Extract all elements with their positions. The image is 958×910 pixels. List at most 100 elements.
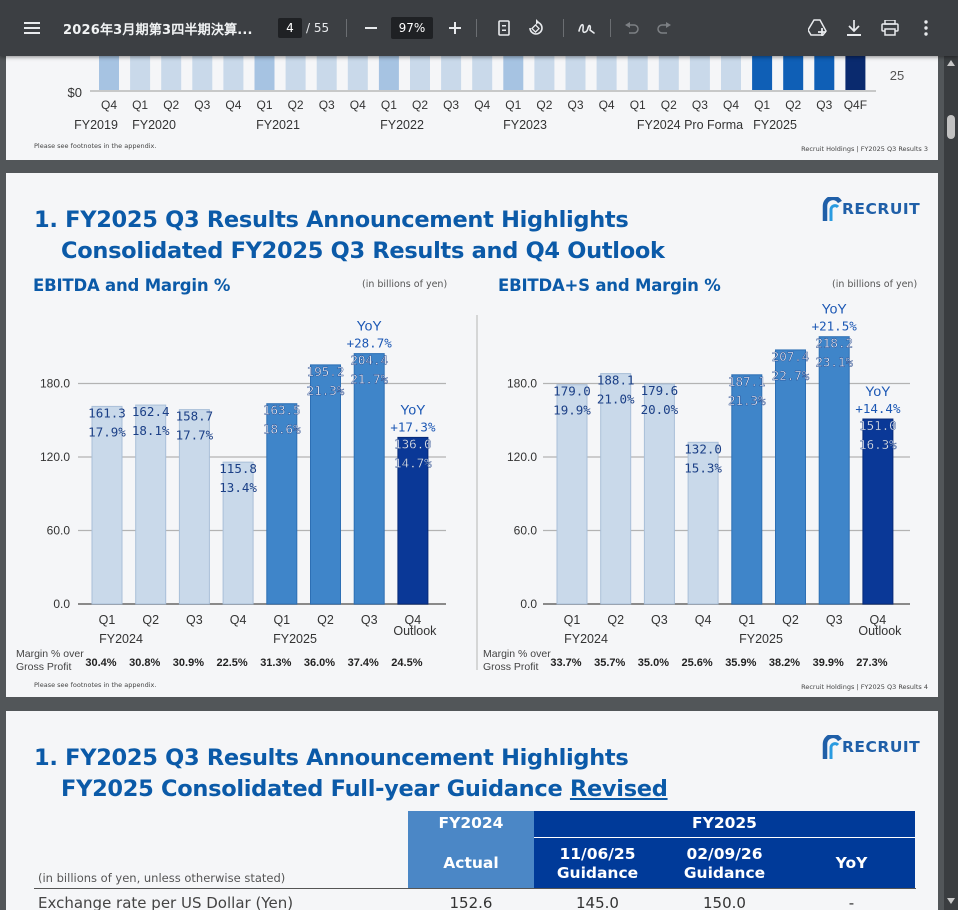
- bar-margin-label: 18.6%: [263, 422, 301, 437]
- gross-margin-value: 33.7%: [550, 657, 581, 669]
- bar-value-label: 218.2: [815, 336, 853, 351]
- quarter-tick-label: Q1: [505, 98, 521, 112]
- bar-value-label: 204.4: [350, 353, 388, 368]
- page4-footnote: Please see footnotes in the appendix.: [34, 681, 157, 689]
- y-tick-label: 0.0: [53, 597, 70, 611]
- gross-margin-value: 24.5%: [391, 657, 422, 669]
- page-total: / 55: [306, 21, 330, 35]
- bar: [135, 404, 167, 605]
- gross-margin-value: 30.9%: [173, 657, 204, 669]
- bar: [222, 461, 254, 605]
- recruit-logo-mark: [822, 197, 842, 221]
- bar-margin-label: 20.0%: [641, 402, 679, 417]
- fy2025-header-bg: [534, 811, 915, 888]
- bar-value-label: 187.1: [728, 374, 766, 389]
- bar: [192, 56, 213, 90]
- bar: [91, 405, 123, 605]
- chart-title-ebitda: EBITDA and Margin %: [33, 276, 231, 295]
- page4-charts: 0.0 60.0 120.0 180.0 161.3 17.9% Q1 30.4% 162.4 1…: [16, 301, 910, 673]
- bar-value-label: 188.1: [597, 373, 635, 388]
- bar: [310, 364, 341, 605]
- bar-margin-label: 19.9%: [553, 403, 591, 418]
- bar: [503, 56, 524, 90]
- recruit-logo: RECRUIT: [822, 197, 920, 221]
- bar-value-label: 195.2: [307, 364, 345, 379]
- vertical-scrollbar[interactable]: [944, 56, 958, 910]
- quarter-tick-label: Q2: [661, 98, 677, 112]
- bar: [689, 56, 710, 90]
- bar: [472, 56, 493, 90]
- bar-value-label: 132.0: [684, 441, 722, 456]
- scrollbar-thumb[interactable]: [947, 115, 955, 139]
- redo-icon[interactable]: [650, 14, 678, 42]
- more-icon[interactable]: [912, 14, 940, 42]
- undo-icon[interactable]: [618, 14, 646, 42]
- bar: [347, 56, 368, 90]
- scroll-down-arrow-icon[interactable]: [947, 898, 955, 904]
- category-tick-label: Q4: [870, 613, 887, 627]
- right-value-label: 25: [890, 68, 904, 83]
- title-text: FY2025 Consolidated Full-year Guidance: [61, 776, 570, 802]
- pdf-page-4: 1. FY2025 Q3 Results Announcement Highli…: [6, 173, 938, 697]
- download-icon[interactable]: [840, 14, 868, 42]
- bar: [687, 441, 719, 605]
- outlook-label: Outlook: [393, 624, 437, 638]
- yoy-value: +17.3%: [390, 419, 436, 434]
- bar-value-label: 179.0: [553, 384, 591, 399]
- fiscal-year-label: FY2024 Pro Forma: [637, 118, 743, 132]
- bar: [775, 349, 806, 605]
- menu-icon[interactable]: [18, 14, 46, 42]
- bar: [596, 56, 617, 90]
- gross-margin-title: Gross Profit: [483, 661, 539, 673]
- unit-note-right: (in billions of yen): [832, 279, 918, 290]
- table-unit-note: (in billions of yen, unless otherwise st…: [38, 871, 286, 885]
- bar: [441, 56, 462, 90]
- col-fy2024: FY2024: [438, 814, 504, 833]
- gross-margin-value: 22.5%: [216, 657, 247, 669]
- quarter-tick-label: Q2: [785, 98, 801, 112]
- bar-value-label: 158.7: [176, 409, 214, 424]
- bar: [845, 56, 866, 90]
- gross-margin-title: Margin % over: [16, 648, 84, 660]
- outlook-label: Outlook: [858, 624, 902, 638]
- zoom-in-icon[interactable]: [441, 14, 469, 42]
- category-tick-label: Q2: [317, 613, 334, 627]
- gross-margin-value: 30.4%: [85, 657, 116, 669]
- zoom-level-input[interactable]: 97%: [391, 17, 433, 39]
- document-viewer[interactable]: $0 Q4 Q1 Q2 Q3 Q4 Q1 Q2 Q3 Q4 Q1 Q2 Q3 Q4 Q1 Q2 Q3 Q4 Q1 Q2…: [0, 56, 944, 910]
- category-tick-label: Q1: [738, 613, 755, 627]
- quarter-tick-label: Q4: [723, 98, 739, 112]
- slide-title-line2: Consolidated FY2025 Q3 Results and Q4 Ou…: [61, 238, 665, 264]
- draw-icon[interactable]: [573, 14, 601, 42]
- fit-page-icon[interactable]: [490, 14, 518, 42]
- bar: [600, 373, 632, 605]
- row-exchange-rate-guidance-2: 150.0: [703, 894, 746, 910]
- bar-margin-label: 21.3%: [728, 393, 766, 408]
- gross-margin-value: 36.0%: [304, 657, 335, 669]
- bar-value-label: 115.8: [219, 461, 257, 476]
- zoom-out-icon[interactable]: [357, 14, 385, 42]
- category-tick-label: Q4: [405, 613, 422, 627]
- fiscal-group-label: FY2025: [273, 632, 317, 646]
- recruit-logo-text: RECRUIT: [842, 200, 921, 218]
- scroll-up-arrow-icon[interactable]: [947, 60, 955, 66]
- bar: [223, 56, 244, 90]
- gross-margin-value: 35.9%: [725, 657, 756, 669]
- bar: [556, 384, 588, 605]
- bar: [752, 56, 773, 90]
- y-tick-label: 60.0: [514, 524, 538, 538]
- bar: [397, 436, 429, 605]
- page-number-input[interactable]: 4: [278, 18, 302, 38]
- category-tick-label: Q3: [651, 613, 668, 627]
- gross-margin-title: Gross Profit: [16, 661, 72, 673]
- unit-note-left: (in billions of yen): [362, 279, 448, 290]
- print-icon[interactable]: [876, 14, 904, 42]
- category-tick-label: Q4: [230, 613, 247, 627]
- quarter-tick-label: Q4: [350, 98, 366, 112]
- bar-margin-label: 13.4%: [219, 480, 257, 495]
- add-to-drive-icon[interactable]: [804, 14, 832, 42]
- quarter-tick-label: Q2: [412, 98, 428, 112]
- gross-margin-value: 39.9%: [813, 657, 844, 669]
- rotate-icon[interactable]: [522, 14, 550, 42]
- quarter-tick-label: Q2: [536, 98, 552, 112]
